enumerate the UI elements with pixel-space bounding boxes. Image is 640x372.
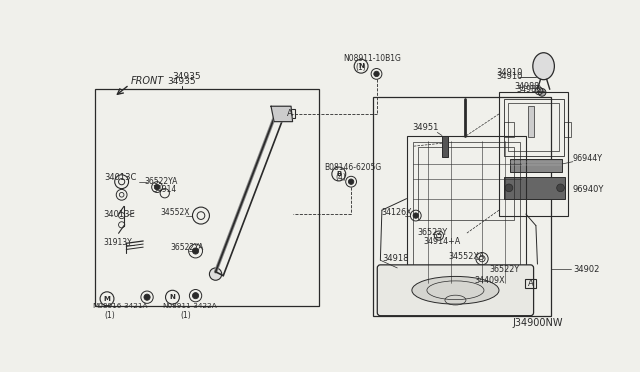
Circle shape [413,213,419,218]
Bar [442,135,448,157]
Text: 34914+A: 34914+A [424,237,461,246]
Bar [284,109,295,118]
Text: (1): (1) [356,63,367,72]
Text: 36522Y: 36522Y [490,265,520,274]
Circle shape [505,184,513,192]
Bar [413,142,520,279]
Ellipse shape [412,276,499,304]
Bar [504,177,565,199]
Bar [372,97,551,316]
Circle shape [374,71,380,77]
Text: FRONT: FRONT [131,76,164,86]
Text: 36522YA: 36522YA [170,243,204,251]
Bar [528,106,534,137]
Text: 34988: 34988 [515,83,540,92]
Text: 34914: 34914 [152,185,177,194]
Text: B08146-6205G: B08146-6205G [324,163,381,172]
Bar [406,135,526,286]
Text: 34935: 34935 [168,77,196,86]
Text: 34902: 34902 [573,265,599,274]
Text: 34935: 34935 [172,73,201,81]
Text: N08911-3422A: N08911-3422A [163,304,217,310]
Circle shape [538,89,546,96]
Text: (1): (1) [105,311,115,320]
Text: A: A [527,279,533,288]
Text: (4): (4) [336,173,347,182]
Text: 34918: 34918 [382,254,408,263]
Bar [504,122,515,137]
Circle shape [508,269,512,274]
Text: (1): (1) [180,311,191,320]
Bar [95,89,319,307]
Circle shape [209,268,221,280]
Text: 34013C: 34013C [105,173,137,182]
Text: 34951: 34951 [413,123,439,132]
Bar [508,103,559,151]
Text: 34552X: 34552X [160,208,189,217]
Circle shape [144,294,150,300]
Text: M08916-3421A: M08916-3421A [92,304,148,310]
Bar [418,147,515,220]
Text: 36522Y: 36522Y [417,228,447,237]
Bar [509,158,562,173]
Text: 34126X: 34126X [382,208,413,217]
Polygon shape [271,106,292,122]
Text: B: B [336,171,341,177]
Text: 31913Y: 31913Y [103,238,132,247]
Text: 34988: 34988 [516,85,542,94]
Text: M: M [104,296,111,302]
Bar [525,279,536,288]
Text: 96944Y: 96944Y [573,154,603,163]
Text: 36522YA: 36522YA [145,177,178,186]
Text: J34900NW: J34900NW [513,318,563,328]
Text: 96940Y: 96940Y [573,185,604,194]
Circle shape [193,248,198,254]
Bar [499,92,568,216]
Circle shape [193,293,198,299]
Circle shape [557,184,564,192]
Bar [504,99,564,156]
Text: 34409X: 34409X [474,276,505,285]
Text: N08911-10B1G: N08911-10B1G [344,54,401,63]
Text: 34910: 34910 [496,68,522,77]
Text: 34552XA: 34552XA [448,252,484,261]
Text: N: N [170,294,175,300]
Bar [564,122,570,137]
FancyBboxPatch shape [378,265,534,316]
Circle shape [348,179,354,185]
Text: N: N [358,63,364,69]
Text: 34910: 34910 [496,73,522,81]
Text: A: A [287,109,292,118]
Circle shape [154,185,160,190]
Text: 34013E: 34013E [103,209,135,218]
Ellipse shape [533,53,554,80]
